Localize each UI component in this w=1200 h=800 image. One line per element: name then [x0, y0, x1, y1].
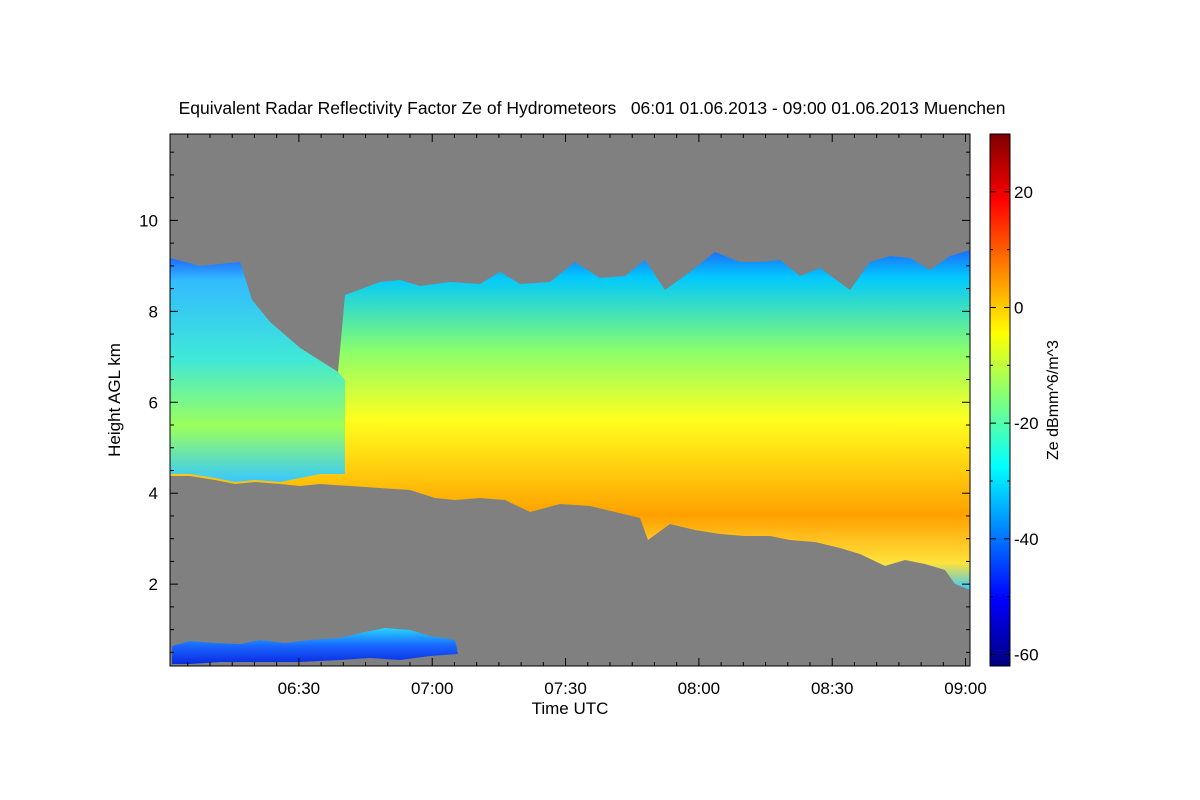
x-tick-label: 06:30 — [278, 679, 321, 698]
chart-title: Equivalent Radar Reflectivity Factor Ze … — [179, 98, 1006, 118]
x-tick-label: 07:30 — [544, 679, 587, 698]
upper-cloud-layer — [170, 250, 970, 590]
y-tick-label: 4 — [149, 484, 158, 503]
colorbar: 20 0 -20 -40 -60 — [989, 133, 1039, 667]
reflectivity-field — [170, 250, 970, 664]
upper-cloud-left-part — [170, 258, 345, 482]
y-tick-label: 6 — [149, 393, 158, 412]
y-tick-label: 2 — [149, 575, 158, 594]
x-axis: 06:30 07:00 07:30 08:00 08:30 09:00 — [187, 134, 987, 698]
x-tick-label: 08:30 — [811, 679, 854, 698]
y-tick-label: 8 — [149, 302, 158, 321]
colorbar-tick-label: 20 — [1014, 183, 1033, 202]
colorbar-tick-label: -60 — [1014, 645, 1039, 664]
boundary-layer-echo — [172, 628, 458, 664]
colorbar-tick-label: -20 — [1014, 414, 1039, 433]
x-tick-label: 09:00 — [944, 679, 987, 698]
colorbar-frame — [989, 133, 1011, 667]
colorbar-tick-label: 0 — [1014, 298, 1023, 317]
x-tick-label: 08:00 — [678, 679, 721, 698]
x-axis-label: Time UTC — [532, 699, 609, 718]
plot-frame — [169, 133, 971, 667]
colorbar-gradient — [990, 134, 1010, 666]
colorbar-label: Ze dBmm^6/m^3 — [1045, 340, 1062, 460]
y-axis: 2 4 6 8 10 — [139, 151, 970, 653]
colorbar-tick-label: -40 — [1014, 530, 1039, 549]
y-axis-label: Height AGL km — [105, 343, 124, 457]
y-tick-label: 10 — [139, 211, 158, 230]
x-tick-label: 07:00 — [411, 679, 454, 698]
plot-border — [169, 133, 971, 667]
